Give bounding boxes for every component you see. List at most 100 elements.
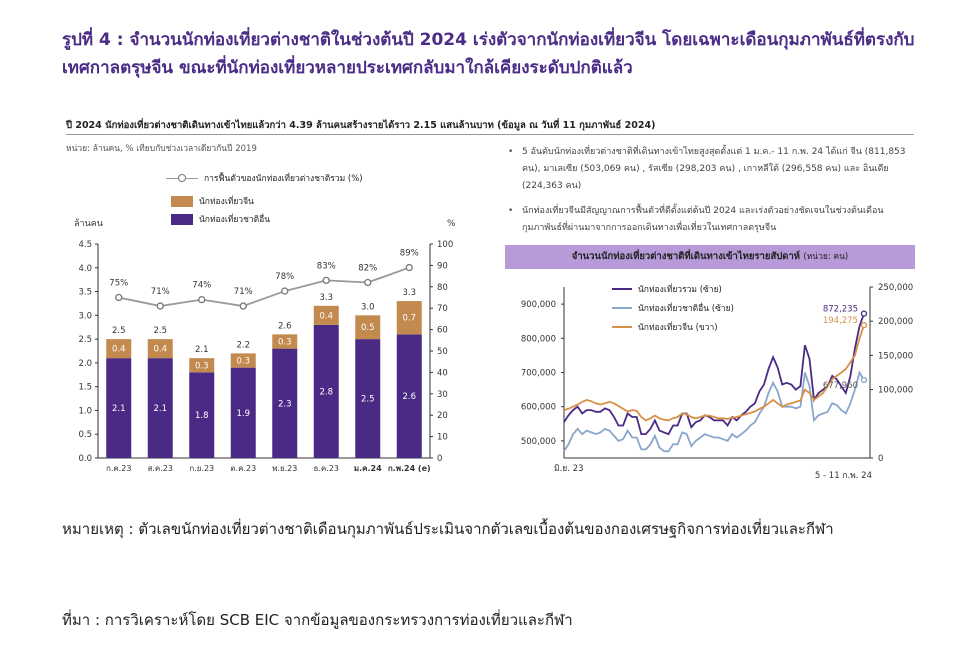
- bar-other: [272, 348, 298, 458]
- recovery-point: [322, 276, 330, 285]
- bar-china-value: 0.5: [361, 323, 375, 333]
- bar-other-value: 2.6: [402, 392, 416, 402]
- bar-other-value: 2.1: [153, 404, 167, 414]
- y-right-tick-label: 0: [437, 454, 442, 464]
- legend-other-label: นักท่องเที่ยวชาติอื่น: [199, 215, 271, 225]
- y-left-tick-label: 1.0: [78, 406, 92, 416]
- bar-total-value: 2.1: [195, 345, 209, 355]
- bar-other: [106, 358, 132, 458]
- y-left-tick-label: 3.0: [78, 311, 92, 321]
- footnote: หมายเหตุ : ตัวเลขนักท่องเที่ยวต่างชาติเด…: [62, 520, 834, 538]
- weekly-end-point: [860, 310, 868, 317]
- recovery-point: [405, 263, 413, 272]
- y-right-tick-label: 80: [437, 283, 448, 293]
- legend-recovery-swatch: [166, 173, 198, 183]
- y-left-tick-label: 4.0: [78, 264, 92, 274]
- bar-china: [272, 334, 298, 349]
- bar-other: [355, 339, 381, 458]
- y-left-tick-label: 1.5: [78, 383, 92, 393]
- y-right-tick-label: 10: [437, 433, 448, 443]
- weekly-y-right-tick-label: 100,000: [878, 386, 913, 396]
- bar-other: [230, 367, 256, 458]
- bar-other: [396, 334, 422, 458]
- bar-total-value: 3.0: [361, 302, 375, 312]
- bar-total-value: 2.5: [112, 326, 126, 336]
- weekly-chart-header: จำนวนนักท่องเที่ยวต่างชาติที่เดินทางเข้า…: [505, 245, 915, 269]
- weekly-end-point: [860, 321, 868, 329]
- recovery-point: [281, 287, 289, 295]
- x-tick-label: ต.ค.23: [230, 464, 256, 473]
- monthly-arrivals-chart: ล้านคน % 0.0 0.5 1.0 1.5 2.0 2.5 3.0 3.5 4.0 4.5 0 10…: [74, 218, 456, 473]
- chart-panel: ปี 2024 นักท่องเที่ยวต่างชาติเดินทางเข้า…: [66, 114, 915, 486]
- panel-divider: [66, 134, 914, 135]
- bar-china-value: 0.3: [236, 357, 250, 367]
- recovery-label: 83%: [317, 261, 336, 271]
- weekly-legend-total-swatch: [612, 288, 632, 290]
- bullet-china: นักท่องเที่ยวจีนมีสัญญาณการฟื้นตัวที่ดีต…: [506, 203, 918, 237]
- weekly-legend-others: นักท่องเที่ยวชาติอื่น (ซ้าย): [612, 301, 734, 315]
- weekly-legend-china: นักท่องเที่ยวจีน (ขวา): [612, 320, 718, 334]
- recovery-point: [156, 302, 164, 310]
- source-note: ที่มา : การวิเคราะห์โดย SCB EIC จากข้อมู…: [62, 611, 573, 629]
- bar-china: [147, 339, 173, 359]
- y-right-tick-label: 90: [437, 261, 448, 271]
- y-axis-left-label: ล้านคน: [74, 218, 103, 229]
- weekly-y-left-tick-label: 500,000: [521, 437, 556, 447]
- weekly-end-label: 872,235: [823, 305, 858, 315]
- bar-other-value: 2.5: [361, 395, 375, 405]
- bar-other-value: 2.1: [112, 404, 126, 414]
- recovery-point: [198, 295, 206, 304]
- y-left-tick-label: 2.0: [78, 359, 92, 369]
- recovery-point: [115, 293, 123, 302]
- bar-china: [230, 353, 256, 368]
- bar-china-value: 0.7: [402, 314, 416, 324]
- bar-other: [147, 358, 173, 458]
- recovery-label: 75%: [109, 279, 128, 289]
- weekly-legend-others-swatch: [612, 307, 632, 309]
- recovery-label: 78%: [275, 272, 294, 282]
- recovery-label: 74%: [192, 281, 211, 291]
- bar-total-value: 3.3: [319, 293, 333, 303]
- recovery-label: 89%: [400, 249, 419, 259]
- weekly-end-label: 194,275: [823, 316, 858, 326]
- y-left-tick-label: 3.5: [78, 288, 92, 298]
- bar-china-value: 0.4: [319, 311, 333, 321]
- legend-other-swatch: [171, 213, 193, 225]
- weekly-line-china: [563, 324, 865, 422]
- y-right-tick-label: 100: [437, 240, 453, 250]
- legend-china-swatch: [171, 195, 193, 207]
- recovery-label: 71%: [151, 287, 170, 297]
- bullet-list: 5 อันดับนักท่องเที่ยวต่างชาติที่เดินทางเ…: [506, 144, 918, 245]
- weekly-legend-china-swatch: [612, 326, 632, 328]
- bar-china: [396, 301, 422, 335]
- recovery-point: [364, 278, 372, 287]
- bar-other: [313, 324, 339, 458]
- bar-china-value: 0.4: [112, 345, 126, 355]
- y-right-tick-label: 60: [437, 326, 448, 336]
- legend-recovery-label: การฟื้นตัวของนักท่องเที่ยวต่างชาติรวม (%…: [204, 174, 363, 184]
- legend-recovery: การฟื้นตัวของนักท่องเที่ยวต่างชาติรวม (%…: [166, 171, 363, 185]
- weekly-y-left-tick-label: 600,000: [521, 403, 556, 413]
- y-right-tick-label: 30: [437, 390, 448, 400]
- recovery-line: [118, 266, 410, 307]
- y-left-tick-label: 4.5: [78, 240, 92, 250]
- y-right-tick-label: 70: [437, 304, 448, 314]
- recovery-point: [239, 302, 247, 310]
- x-tick-label: ส.ค.23: [148, 464, 174, 473]
- bar-china-value: 0.4: [153, 345, 167, 355]
- x-tick-label: ก.พ.24 (e): [388, 464, 431, 473]
- recovery-label: 71%: [234, 287, 253, 297]
- recovery-label: 82%: [358, 264, 377, 274]
- bar-china: [106, 339, 132, 359]
- unit-note: หน่วย: ล้านคน, % เทียบกับช่วงเวลาเดียวกั…: [66, 144, 257, 154]
- panel-title: ปี 2024 นักท่องเที่ยวต่างชาติเดินทางเข้า…: [66, 120, 656, 131]
- y-right-tick-label: 40: [437, 368, 448, 378]
- weekly-end-point: [860, 376, 868, 384]
- bar-total-value: 3.3: [402, 288, 416, 298]
- weekly-legend-total-label: นักท่องเที่ยวรวม (ซ้าย): [638, 285, 722, 295]
- weekly-legend-total: นักท่องเที่ยวรวม (ซ้าย): [612, 282, 722, 296]
- bar-other-value: 2.8: [319, 387, 333, 397]
- legend-china-label: นักท่องเที่ยวจีน: [199, 197, 254, 207]
- legend-china: นักท่องเที่ยวจีน: [166, 194, 254, 208]
- weekly-y-left-tick-label: 700,000: [521, 369, 556, 379]
